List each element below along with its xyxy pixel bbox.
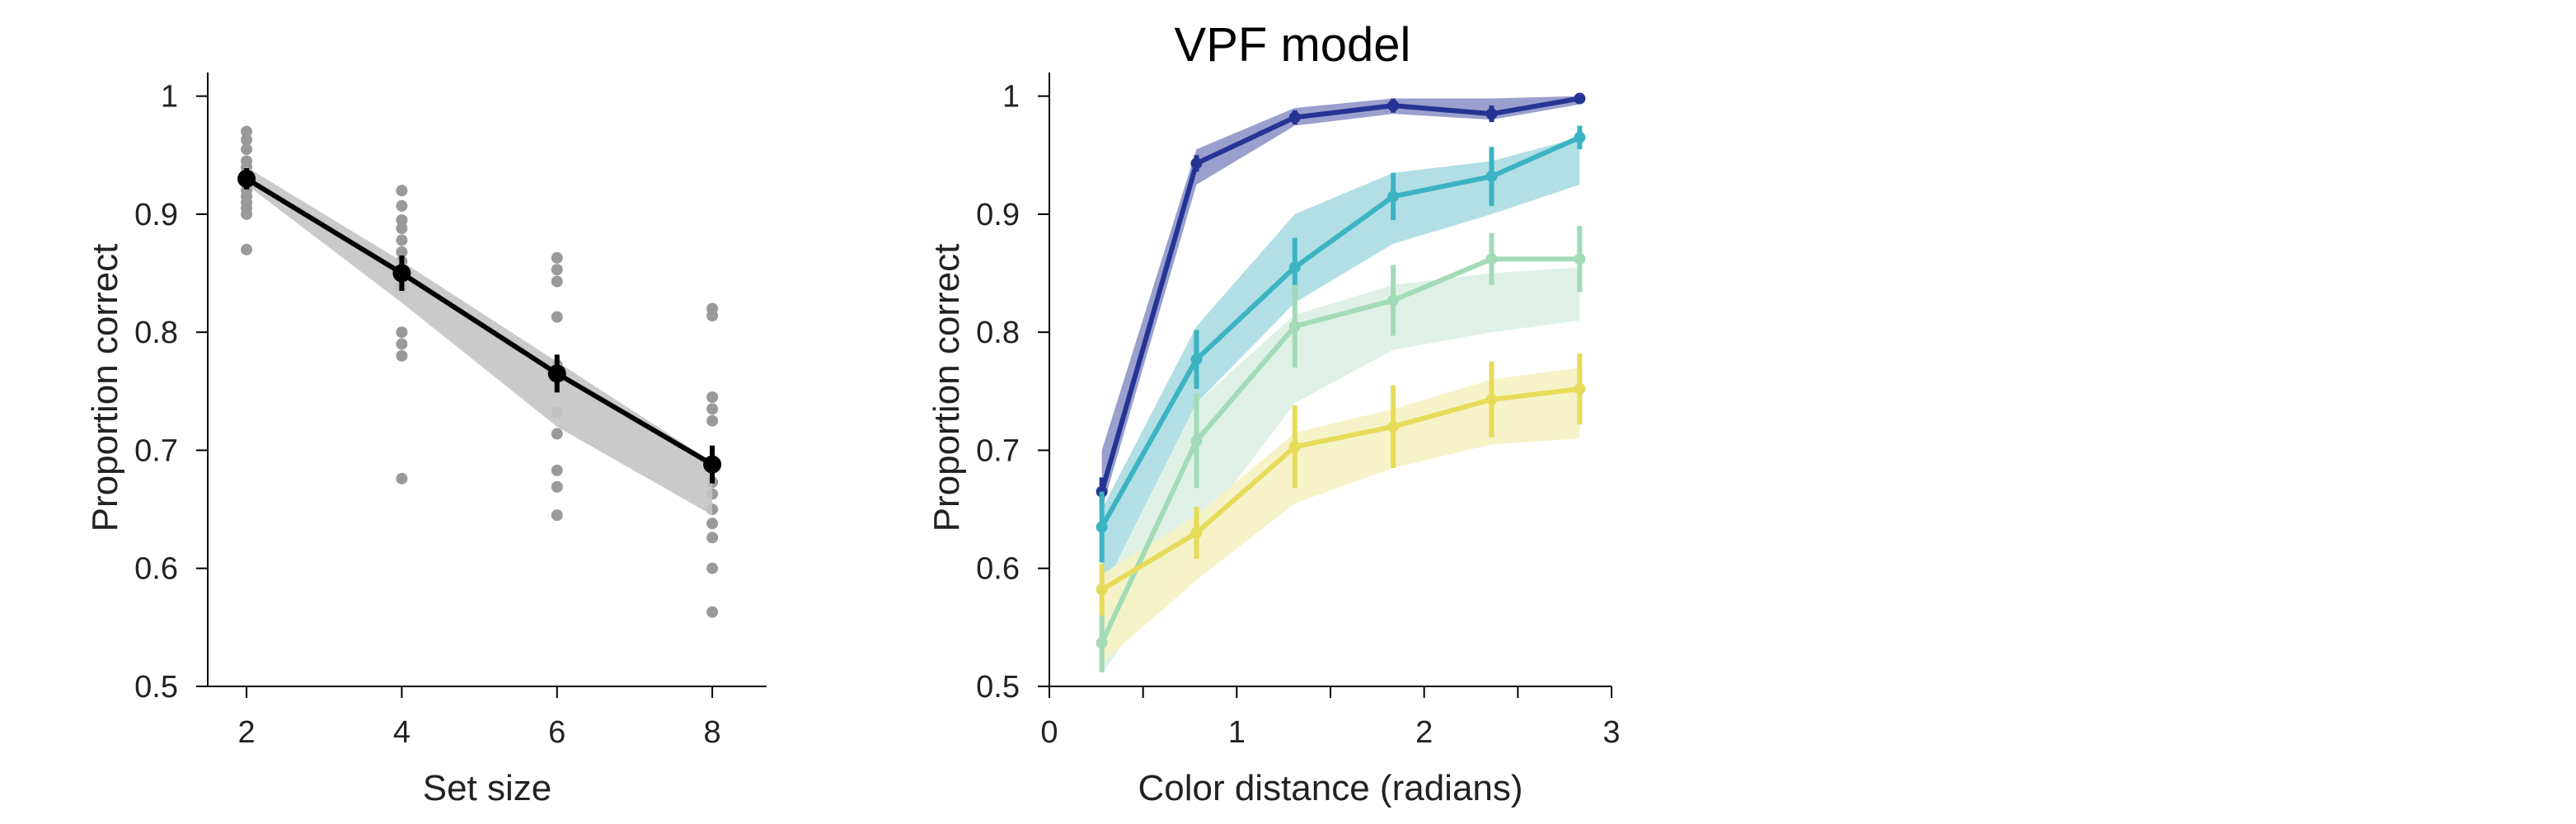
right-chart-panel: 0.5 0.6 0.7 0.8 0.9 1 0 1 2 3 Color distance (radi… <box>927 18 1621 808</box>
x-axis-title: Color distance (radians) <box>1138 768 1523 808</box>
individual-data-point <box>706 403 719 415</box>
individual-data-point <box>396 214 408 227</box>
y-tick-label: 0.6 <box>134 552 178 587</box>
x-tick-label: 4 <box>393 715 411 750</box>
individual-data-point <box>706 391 719 403</box>
data-point <box>1485 393 1498 405</box>
data-point <box>392 264 411 283</box>
data-point <box>1485 108 1498 120</box>
individual-data-point <box>396 246 408 258</box>
data-point <box>1485 253 1498 265</box>
y-tick-label: 0.9 <box>134 198 178 232</box>
data-point <box>1387 100 1400 112</box>
x-tick-label: 2 <box>1415 715 1433 750</box>
individual-data-point <box>396 199 408 212</box>
y-tick-label: 0.6 <box>976 552 1020 587</box>
x-tick-label: 0 <box>1040 715 1058 750</box>
y-tick-label: 0.8 <box>134 316 178 350</box>
individual-data-point <box>551 480 563 493</box>
data-point <box>1574 131 1586 143</box>
individual-data-point <box>241 208 253 220</box>
data-point <box>1574 92 1586 105</box>
individual-data-point <box>551 264 563 276</box>
data-point <box>1190 527 1203 539</box>
individual-data-point <box>706 414 719 427</box>
data-line-series-2 <box>1099 256 1580 644</box>
individual-data-point <box>241 243 253 255</box>
individual-data-point <box>241 133 253 146</box>
data-point <box>1190 353 1203 366</box>
model-band-series-3 <box>1101 368 1580 663</box>
data-point <box>1387 190 1400 203</box>
data-point <box>1096 521 1108 533</box>
individual-data-point <box>396 222 408 235</box>
data-point <box>1288 261 1301 274</box>
data-point <box>1574 253 1586 265</box>
individual-data-point <box>241 143 253 156</box>
individual-data-point <box>396 472 408 485</box>
y-tick-label: 0.9 <box>976 198 1020 232</box>
x-axis-title: Set size <box>423 768 552 808</box>
x-tick-label: 1 <box>1228 715 1246 750</box>
individual-data-point <box>241 125 253 138</box>
data-line-series-0 <box>245 176 714 467</box>
data-point <box>1574 382 1586 395</box>
data-line-series-3 <box>1100 386 1580 592</box>
data-point <box>1288 441 1301 453</box>
individual-data-point <box>706 517 719 530</box>
individual-data-point <box>706 562 719 574</box>
left-chart-panel: 0.5 0.6 0.7 0.8 0.9 1 2 4 6 8 Set size Proportion c… <box>85 73 767 808</box>
x-tick-label: 3 <box>1602 715 1620 750</box>
x-tick-label: 2 <box>238 715 256 750</box>
data-point <box>1288 321 1301 333</box>
individual-data-point <box>396 185 408 197</box>
data-point <box>237 169 256 188</box>
individual-data-point <box>396 234 408 246</box>
data-point <box>1096 583 1108 596</box>
data-point <box>1190 157 1203 170</box>
individual-data-point <box>706 310 719 322</box>
individual-data-point <box>551 428 563 440</box>
y-tick-label: 0.7 <box>134 433 178 468</box>
y-axis-title: Proportion correct <box>85 244 125 532</box>
individual-data-point <box>706 531 719 544</box>
y-tick-label: 1 <box>161 80 178 115</box>
y-tick-label: 0.5 <box>976 670 1020 705</box>
data-line-series-1 <box>1100 135 1581 529</box>
y-tick-label: 0.8 <box>976 316 1020 350</box>
individual-data-point <box>551 509 563 522</box>
data-point <box>1387 420 1400 433</box>
y-tick-label: 0.5 <box>134 670 178 705</box>
data-point <box>1190 435 1203 447</box>
data-point <box>547 364 566 383</box>
y-tick-label: 0.7 <box>976 433 1020 468</box>
data-line-series-0 <box>1099 96 1580 493</box>
y-tick-label: 1 <box>1002 80 1020 115</box>
individual-data-point <box>551 251 563 264</box>
data-point <box>1485 171 1498 183</box>
y-axis-title: Proportion correct <box>927 244 967 532</box>
data-point <box>1288 111 1301 124</box>
chart-title: VPF model <box>1175 18 1411 72</box>
data-point <box>1096 636 1108 648</box>
individual-data-point <box>551 311 563 323</box>
x-tick-label: 6 <box>548 715 565 750</box>
model-band-series-0 <box>246 166 713 516</box>
data-point <box>1387 294 1400 307</box>
individual-data-point <box>396 338 408 350</box>
data-point <box>703 455 722 474</box>
individual-data-point <box>706 606 719 618</box>
individual-data-point <box>551 275 563 288</box>
individual-data-point <box>396 326 408 339</box>
x-tick-label: 8 <box>704 715 721 750</box>
individual-data-point <box>396 349 408 362</box>
individual-data-point <box>551 464 563 476</box>
